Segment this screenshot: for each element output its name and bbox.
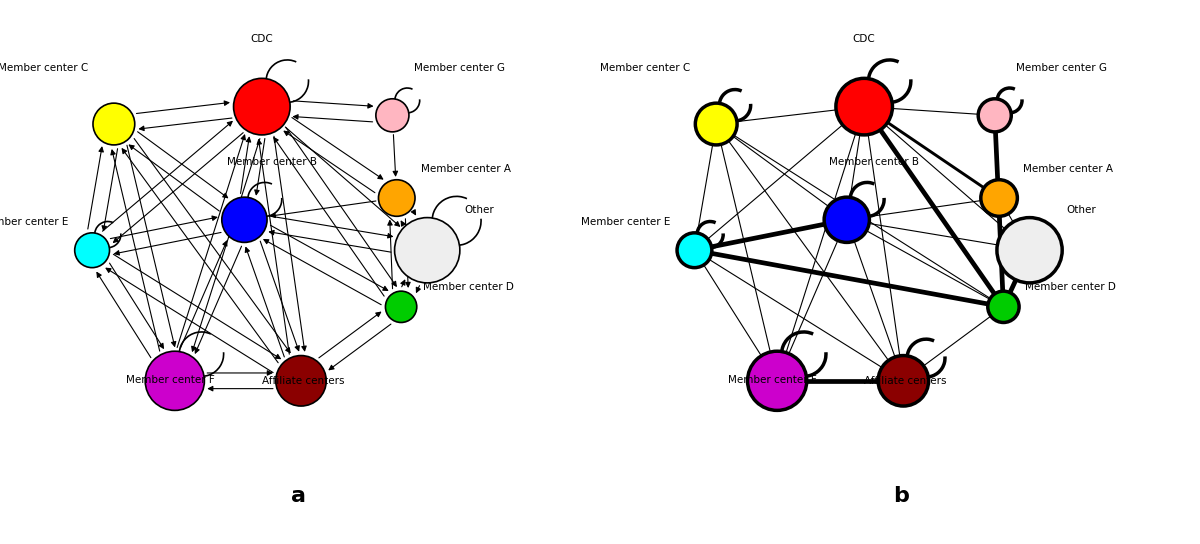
Text: Other: Other	[464, 206, 494, 215]
Text: Affiliate centers: Affiliate centers	[262, 376, 344, 386]
Text: Member center G: Member center G	[1016, 63, 1108, 73]
Text: Member center F: Member center F	[126, 375, 215, 385]
Circle shape	[980, 180, 1018, 217]
Text: b: b	[893, 486, 910, 506]
Circle shape	[997, 218, 1062, 283]
Circle shape	[74, 233, 109, 268]
Circle shape	[385, 291, 416, 323]
Text: a: a	[292, 486, 306, 506]
Text: Member center C: Member center C	[600, 63, 690, 73]
Circle shape	[378, 180, 415, 217]
Circle shape	[234, 78, 290, 135]
Text: Affiliate centers: Affiliate centers	[864, 376, 947, 386]
Text: Member center E: Member center E	[581, 217, 671, 227]
Circle shape	[824, 197, 870, 243]
Circle shape	[145, 351, 204, 410]
Text: Member center B: Member center B	[829, 157, 919, 166]
Circle shape	[836, 78, 893, 135]
Circle shape	[748, 351, 806, 410]
Text: Member center D: Member center D	[1025, 282, 1116, 293]
Text: Other: Other	[1067, 206, 1097, 215]
Circle shape	[677, 233, 712, 268]
Circle shape	[988, 291, 1019, 323]
Circle shape	[395, 218, 460, 283]
Text: Member center F: Member center F	[728, 375, 817, 385]
Text: Member center E: Member center E	[0, 217, 68, 227]
Circle shape	[92, 103, 134, 145]
Circle shape	[978, 99, 1012, 132]
Text: CDC: CDC	[251, 34, 274, 44]
Text: Member center G: Member center G	[414, 63, 505, 73]
Text: CDC: CDC	[853, 34, 876, 44]
Text: Member center B: Member center B	[227, 157, 317, 166]
Circle shape	[376, 99, 409, 132]
Text: Member center A: Member center A	[421, 164, 511, 174]
Circle shape	[695, 103, 737, 145]
Circle shape	[276, 356, 326, 406]
Text: Member center A: Member center A	[1024, 164, 1114, 174]
Circle shape	[222, 197, 268, 243]
Text: Member center D: Member center D	[422, 282, 514, 293]
Text: Member center C: Member center C	[0, 63, 88, 73]
Circle shape	[878, 356, 929, 406]
